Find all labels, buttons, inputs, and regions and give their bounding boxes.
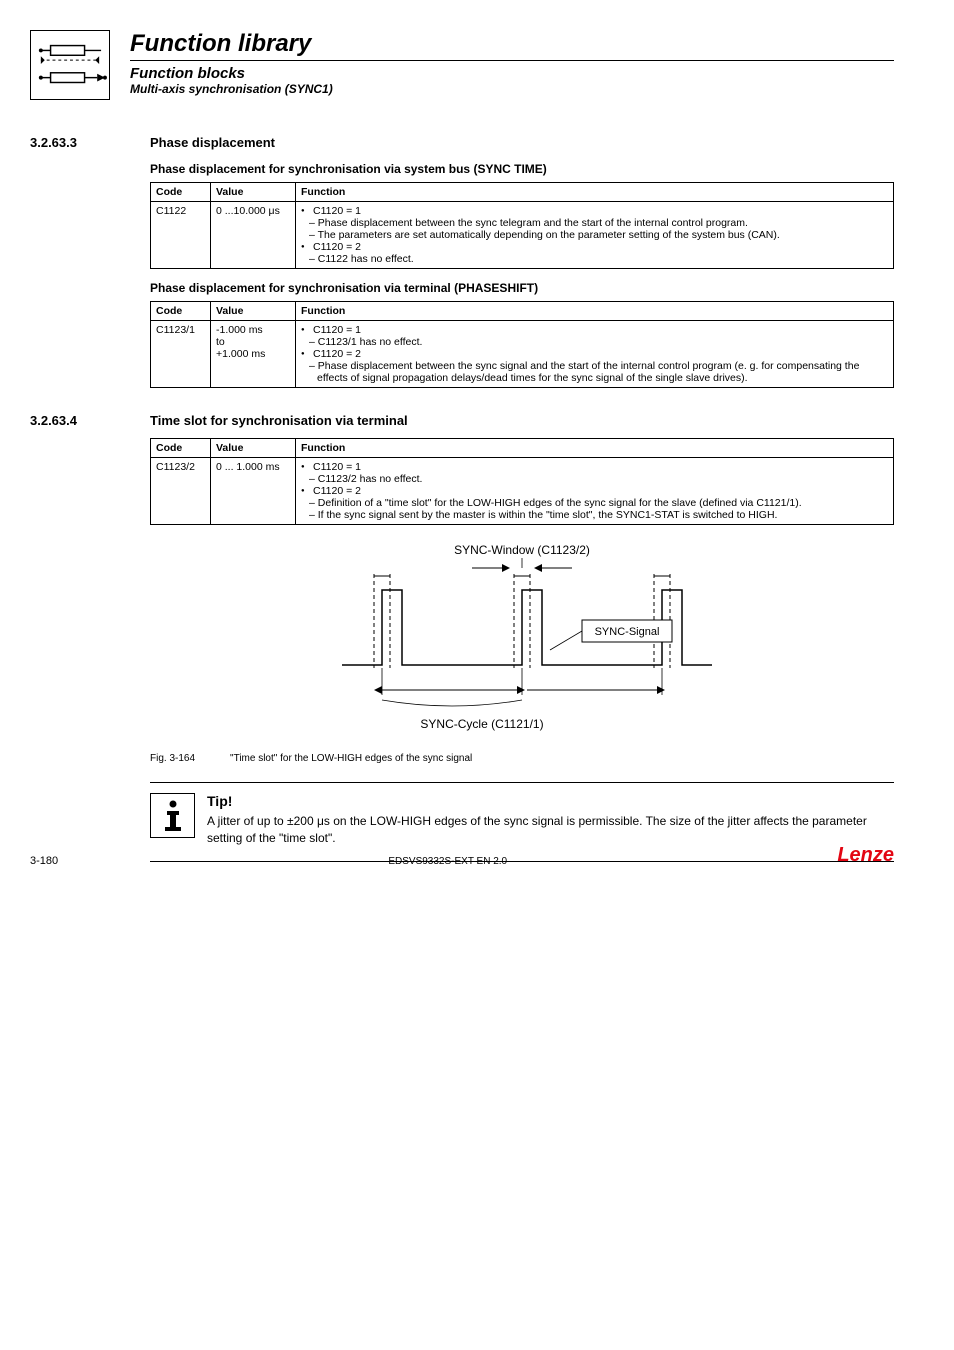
page-footer: 3-180 EDSVS9332S-EXT EN 2.0 Lenze	[30, 844, 894, 867]
th-code: Code	[151, 439, 211, 458]
th-value: Value	[211, 439, 296, 458]
sub-sub-title: Multi-axis synchronisation (SYNC1)	[130, 82, 894, 96]
func-line: C1120 = 2	[313, 348, 361, 360]
func-line: Phase displacement between the sync sign…	[317, 360, 859, 384]
cell-code: C1123/2	[151, 458, 211, 525]
diagram-signal-label: SYNC-Signal	[595, 626, 660, 638]
th-value: Value	[211, 302, 296, 321]
page-number: 3-180	[30, 855, 58, 867]
diagram-cycle-label: SYNC-Cycle (C1121/1)	[420, 717, 543, 731]
func-line: If the sync signal sent by the master is…	[318, 509, 778, 521]
cell-code: C1122	[151, 202, 211, 269]
func-line: C1120 = 2	[313, 485, 361, 497]
figure-text: "Time slot" for the LOW-HIGH edges of th…	[230, 753, 472, 764]
title-block: Function library Function blocks Multi-a…	[130, 30, 894, 96]
func-line: C1122 has no effect.	[318, 253, 414, 265]
sub-title: Function blocks	[130, 65, 894, 82]
diagram-window-label: SYNC-Window (C1123/2)	[454, 543, 590, 557]
brand-logo: Lenze	[837, 844, 894, 867]
func-line: C1120 = 2	[313, 241, 361, 253]
func-line: C1120 = 1	[313, 205, 361, 217]
th-value: Value	[211, 183, 296, 202]
func-line: C1123/2 has no effect.	[318, 473, 423, 485]
table-row: C1123/1 -1.000 ms to +1.000 ms C1120 = 1…	[151, 321, 894, 388]
timing-diagram: SYNC-Window (C1123/2)	[150, 540, 894, 743]
section-title: Time slot for synchronisation via termin…	[150, 413, 408, 428]
figure-number: Fig. 3-164	[150, 753, 195, 764]
th-function: Function	[296, 183, 894, 202]
tip-body: A jitter of up to ±200 μs on the LOW-HIG…	[207, 813, 894, 847]
figure-caption: Fig. 3-164 "Time slot" for the LOW-HIGH …	[150, 753, 894, 764]
section-number: 3.2.63.4	[30, 413, 110, 428]
value-line: +1.000 ms	[216, 348, 265, 360]
value-line: -1.000 ms	[216, 324, 263, 336]
func-line: C1120 = 1	[313, 324, 361, 336]
cell-value: 0 ...10.000 μs	[211, 202, 296, 269]
page-header: Function library Function blocks Multi-a…	[30, 30, 894, 100]
cell-value: -1.000 ms to +1.000 ms	[211, 321, 296, 388]
logo-icon	[30, 30, 110, 100]
tip-heading: Tip!	[207, 793, 894, 809]
doc-id: EDSVS9332S-EXT EN 2.0	[388, 856, 507, 867]
th-code: Code	[151, 302, 211, 321]
cell-code: C1123/1	[151, 321, 211, 388]
func-line: C1123/1 has no effect.	[318, 336, 423, 348]
func-line: Phase displacement between the sync tele…	[318, 217, 748, 229]
th-code: Code	[151, 183, 211, 202]
table-phaseshift: Code Value Function C1123/1 -1.000 ms to…	[150, 301, 894, 388]
table-row: C1122 0 ...10.000 μs C1120 = 1 Phase dis…	[151, 202, 894, 269]
th-function: Function	[296, 439, 894, 458]
table-timeslot: Code Value Function C1123/2 0 ... 1.000 …	[150, 438, 894, 525]
paragraph-heading: Phase displacement for synchronisation v…	[150, 281, 894, 295]
section-number: 3.2.63.3	[30, 135, 110, 150]
section-title: Phase displacement	[150, 135, 275, 150]
cell-value: 0 ... 1.000 ms	[211, 458, 296, 525]
section-heading: 3.2.63.3 Phase displacement	[30, 135, 894, 150]
func-line: C1120 = 1	[313, 461, 361, 473]
table-sync-time: Code Value Function C1122 0 ...10.000 μs…	[150, 182, 894, 269]
table-row: C1123/2 0 ... 1.000 ms C1120 = 1 C1123/2…	[151, 458, 894, 525]
value-line: to	[216, 336, 225, 348]
paragraph-heading: Phase displacement for synchronisation v…	[150, 162, 894, 176]
info-icon	[150, 793, 195, 838]
func-line: Definition of a "time slot" for the LOW-…	[318, 497, 802, 509]
th-function: Function	[296, 302, 894, 321]
cell-function: C1120 = 1 C1123/1 has no effect. C1120 =…	[296, 321, 894, 388]
cell-function: C1120 = 1 C1123/2 has no effect. C1120 =…	[296, 458, 894, 525]
main-title: Function library	[130, 30, 894, 61]
func-line: The parameters are set automatically dep…	[318, 229, 780, 241]
section-heading: 3.2.63.4 Time slot for synchronisation v…	[30, 413, 894, 428]
cell-function: C1120 = 1 Phase displacement between the…	[296, 202, 894, 269]
